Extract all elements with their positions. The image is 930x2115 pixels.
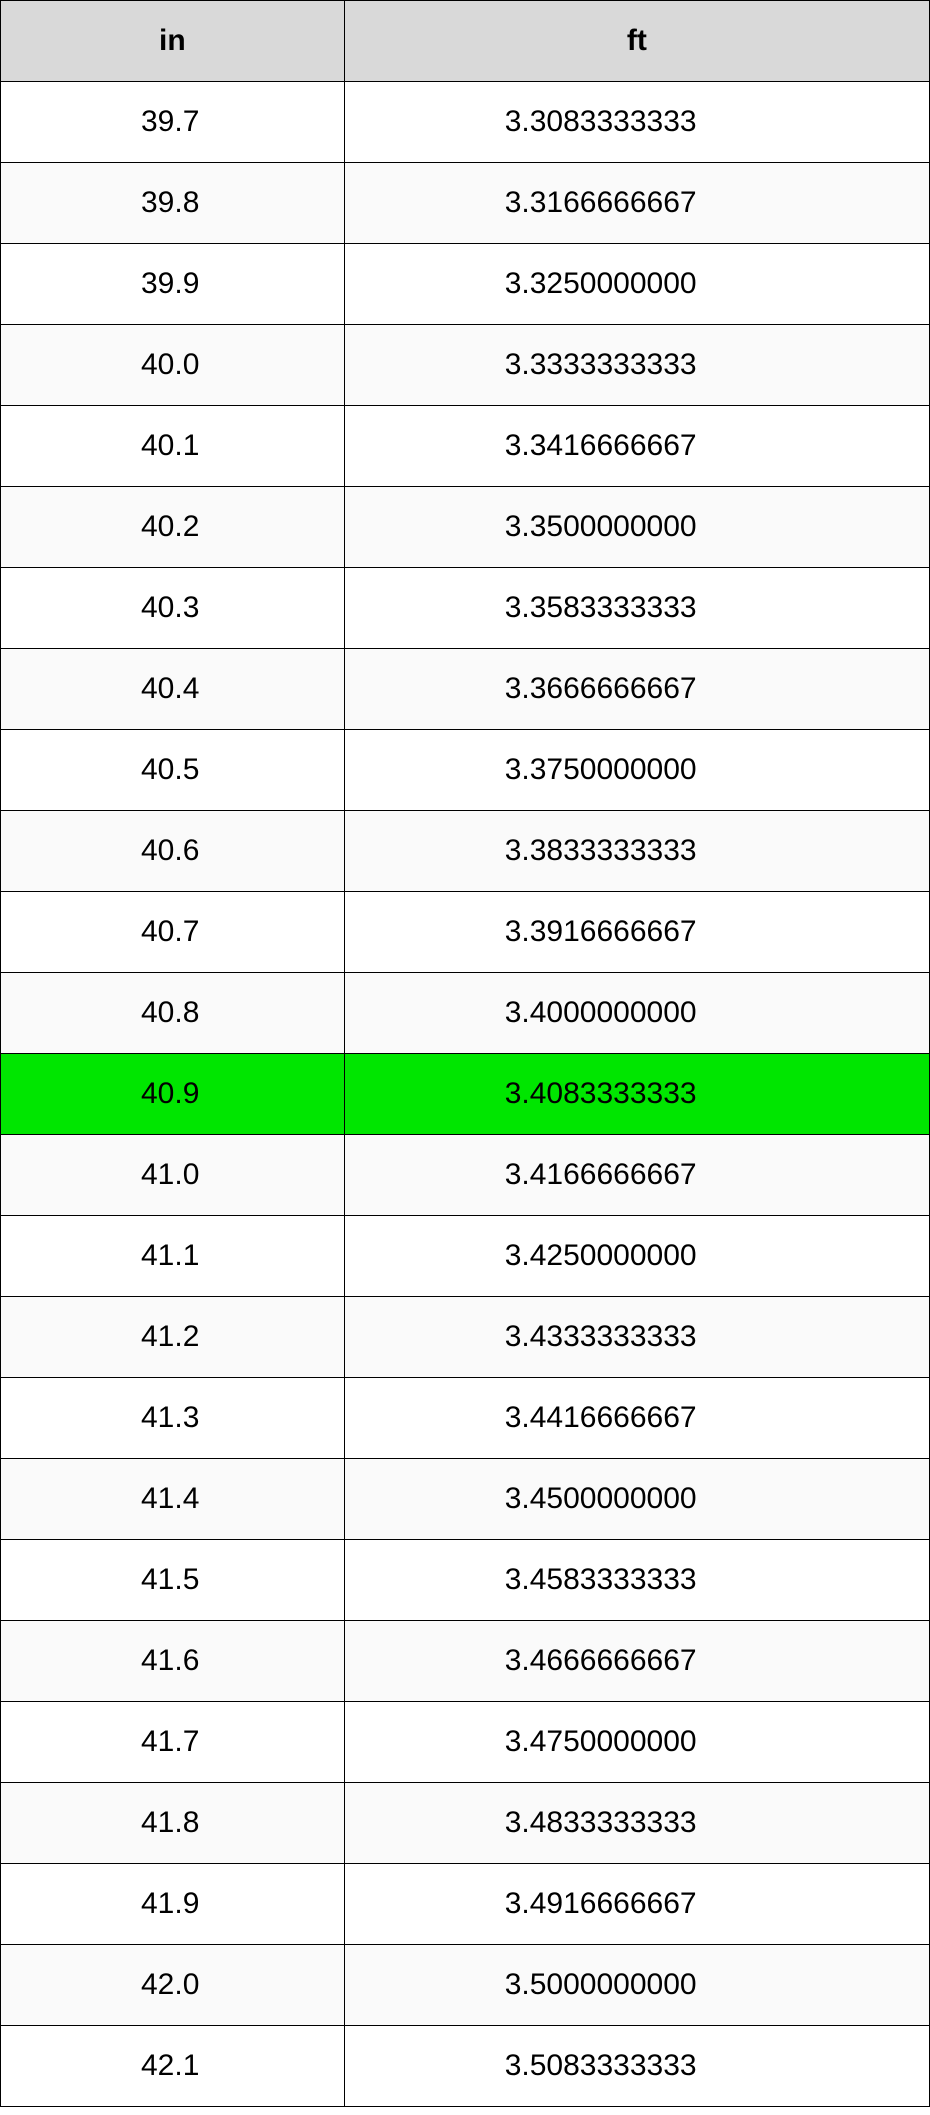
table-row: 39.73.3083333333 — [1, 82, 930, 163]
cell-in: 40.3 — [1, 568, 345, 649]
cell-ft: 3.3833333333 — [344, 811, 929, 892]
cell-ft: 3.4666666667 — [344, 1621, 929, 1702]
cell-in: 41.6 — [1, 1621, 345, 1702]
cell-ft: 3.3666666667 — [344, 649, 929, 730]
table-row: 40.33.3583333333 — [1, 568, 930, 649]
table-body: 39.73.308333333339.83.316666666739.93.32… — [1, 82, 930, 2107]
cell-ft: 3.4333333333 — [344, 1297, 929, 1378]
cell-ft: 3.3083333333 — [344, 82, 929, 163]
table-row: 41.93.4916666667 — [1, 1864, 930, 1945]
cell-in: 41.2 — [1, 1297, 345, 1378]
cell-ft: 3.4833333333 — [344, 1783, 929, 1864]
cell-ft: 3.3416666667 — [344, 406, 929, 487]
cell-ft: 3.3166666667 — [344, 163, 929, 244]
cell-ft: 3.4500000000 — [344, 1459, 929, 1540]
table-row: 41.43.4500000000 — [1, 1459, 930, 1540]
cell-in: 41.9 — [1, 1864, 345, 1945]
table-row: 42.03.5000000000 — [1, 1945, 930, 2026]
cell-ft: 3.3500000000 — [344, 487, 929, 568]
cell-in: 39.9 — [1, 244, 345, 325]
cell-in: 41.7 — [1, 1702, 345, 1783]
cell-in: 40.8 — [1, 973, 345, 1054]
cell-ft: 3.3916666667 — [344, 892, 929, 973]
table-row: 41.23.4333333333 — [1, 1297, 930, 1378]
cell-in: 39.7 — [1, 82, 345, 163]
table-row: 40.63.3833333333 — [1, 811, 930, 892]
table-row: 39.93.3250000000 — [1, 244, 930, 325]
table-header-row: in ft — [1, 1, 930, 82]
cell-ft: 3.4416666667 — [344, 1378, 929, 1459]
cell-in: 42.0 — [1, 1945, 345, 2026]
table-row: 40.03.3333333333 — [1, 325, 930, 406]
table-row: 40.83.4000000000 — [1, 973, 930, 1054]
table-row: 41.53.4583333333 — [1, 1540, 930, 1621]
table-row: 40.53.3750000000 — [1, 730, 930, 811]
table-row: 40.93.4083333333 — [1, 1054, 930, 1135]
cell-in: 41.5 — [1, 1540, 345, 1621]
cell-in: 40.5 — [1, 730, 345, 811]
cell-in: 42.1 — [1, 2026, 345, 2107]
cell-ft: 3.4583333333 — [344, 1540, 929, 1621]
cell-in: 41.8 — [1, 1783, 345, 1864]
cell-in: 40.9 — [1, 1054, 345, 1135]
cell-ft: 3.5083333333 — [344, 2026, 929, 2107]
cell-in: 40.1 — [1, 406, 345, 487]
column-header-ft: ft — [344, 1, 929, 82]
cell-in: 40.4 — [1, 649, 345, 730]
table-row: 41.83.4833333333 — [1, 1783, 930, 1864]
cell-in: 41.1 — [1, 1216, 345, 1297]
table-row: 41.03.4166666667 — [1, 1135, 930, 1216]
cell-in: 40.0 — [1, 325, 345, 406]
cell-ft: 3.4750000000 — [344, 1702, 929, 1783]
cell-ft: 3.3250000000 — [344, 244, 929, 325]
table-row: 42.13.5083333333 — [1, 2026, 930, 2107]
cell-ft: 3.5000000000 — [344, 1945, 929, 2026]
table-row: 40.43.3666666667 — [1, 649, 930, 730]
cell-in: 41.0 — [1, 1135, 345, 1216]
table-row: 41.13.4250000000 — [1, 1216, 930, 1297]
cell-ft: 3.3750000000 — [344, 730, 929, 811]
table-row: 39.83.3166666667 — [1, 163, 930, 244]
cell-ft: 3.3333333333 — [344, 325, 929, 406]
table-row: 41.73.4750000000 — [1, 1702, 930, 1783]
cell-ft: 3.4250000000 — [344, 1216, 929, 1297]
cell-in: 41.3 — [1, 1378, 345, 1459]
column-header-in: in — [1, 1, 345, 82]
table-row: 40.73.3916666667 — [1, 892, 930, 973]
conversion-table: in ft 39.73.308333333339.83.316666666739… — [0, 0, 930, 2107]
cell-in: 39.8 — [1, 163, 345, 244]
cell-ft: 3.4916666667 — [344, 1864, 929, 1945]
table-row: 40.23.3500000000 — [1, 487, 930, 568]
cell-ft: 3.3583333333 — [344, 568, 929, 649]
table-row: 41.33.4416666667 — [1, 1378, 930, 1459]
cell-in: 40.7 — [1, 892, 345, 973]
cell-ft: 3.4000000000 — [344, 973, 929, 1054]
cell-in: 40.2 — [1, 487, 345, 568]
table-row: 41.63.4666666667 — [1, 1621, 930, 1702]
cell-ft: 3.4166666667 — [344, 1135, 929, 1216]
cell-in: 40.6 — [1, 811, 345, 892]
cell-in: 41.4 — [1, 1459, 345, 1540]
conversion-table-container: in ft 39.73.308333333339.83.316666666739… — [0, 0, 930, 2107]
table-row: 40.13.3416666667 — [1, 406, 930, 487]
cell-ft: 3.4083333333 — [344, 1054, 929, 1135]
